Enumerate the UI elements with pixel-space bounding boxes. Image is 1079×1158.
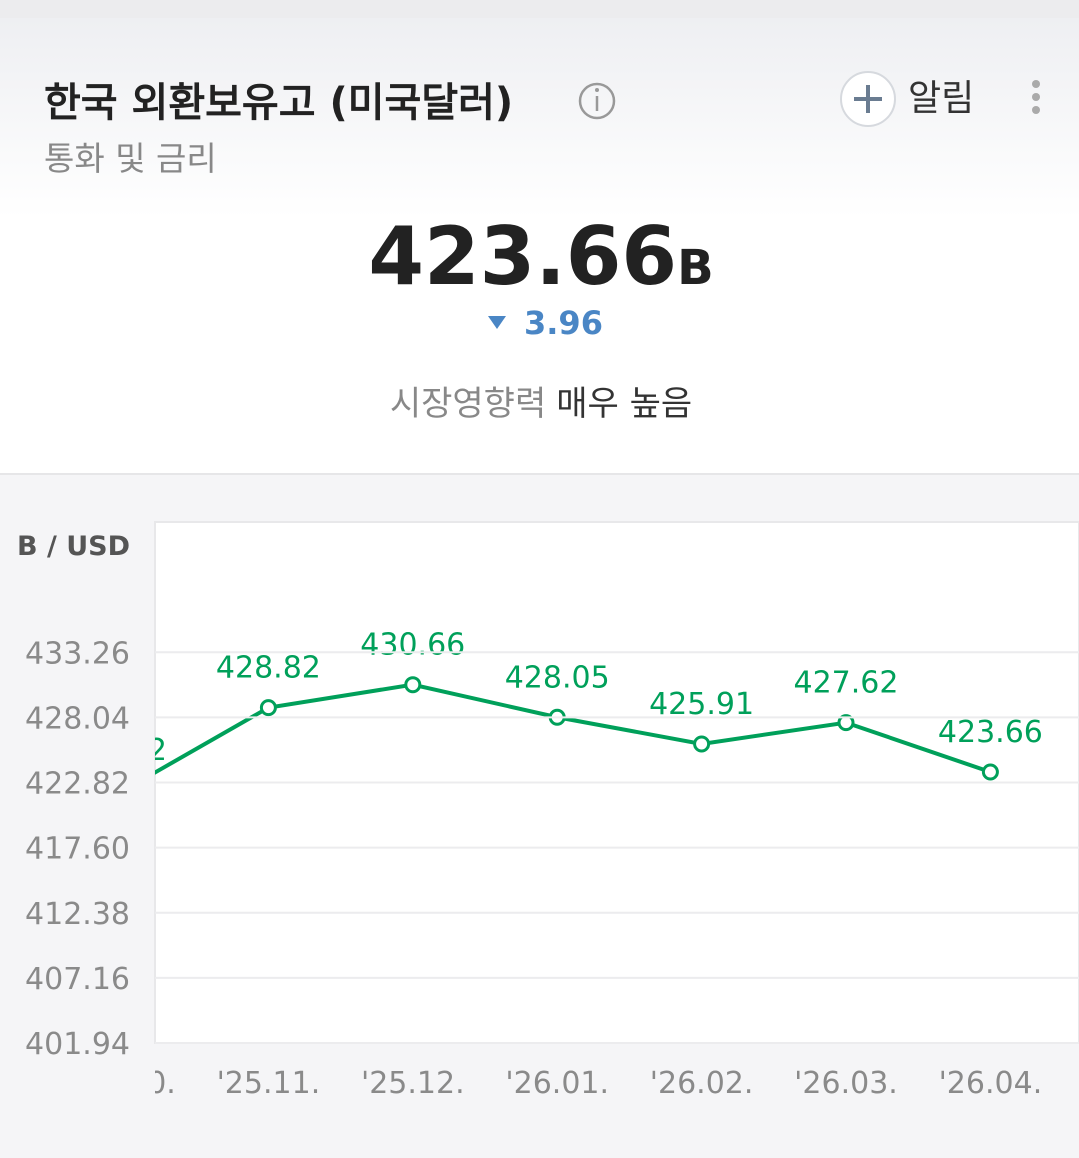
value-label: 423.66 [938,715,1043,750]
change: 3.96 [524,304,603,342]
y-tick-label: 407.16 [25,962,130,997]
x-tick-label: '26.02. [650,1066,754,1101]
y-tick-label: 422.82 [25,767,130,802]
x-tick-label: '26.01. [505,1066,609,1101]
x-tick-label: '25.11. [217,1066,321,1101]
value-label: 425.91 [649,687,754,722]
point [837,714,855,732]
subtitle: 통화 및 금리 [44,139,217,178]
value-label: 430.66 [360,628,465,663]
value-label: 422.2 [81,733,167,768]
quote: 423.66B [368,210,713,303]
impact: 시장영향력 매우 높음 [390,384,692,424]
header-bg [0,18,1079,218]
y-tick-label: 417.60 [25,832,130,867]
quote-value: 423.66 [368,210,677,303]
point [981,763,999,781]
value-label: 428.82 [216,651,321,686]
y-tick-label: 433.26 [25,636,130,671]
point [404,676,422,694]
x-tick-label: '26.04. [939,1066,1043,1101]
x-tick-label: '25.10. [72,1066,176,1101]
title: 한국 외환보유고 (미국달러) [44,80,513,126]
y-axis-label: B / USD [17,531,130,562]
point [259,699,277,717]
more-menu[interactable] [1032,80,1040,114]
value-label: 427.62 [794,666,899,701]
y-tick-label: 401.94 [25,1027,130,1062]
x-tick-label: '26.03. [794,1066,898,1101]
y-tick-label: 412.38 [25,897,130,932]
impact-level: 매우 높음 [556,384,692,424]
point [693,735,711,753]
status-bar [0,0,1079,18]
alarm-button[interactable]: 알림 [840,71,974,127]
down-arrow [488,316,506,329]
y-tick-label: 428.04 [25,701,130,736]
impact-label: 시장영향력 [390,384,546,424]
x-tick-label: '25.12. [361,1066,465,1101]
quote-unit: B [677,240,714,296]
info-icon[interactable] [578,82,616,120]
alarm-label: 알림 [908,78,974,119]
value-label: 428.05 [505,660,610,695]
plot: '25.10. '25.11. '25.12. '26.01. '26.02. '26.0… [72,628,1043,1101]
